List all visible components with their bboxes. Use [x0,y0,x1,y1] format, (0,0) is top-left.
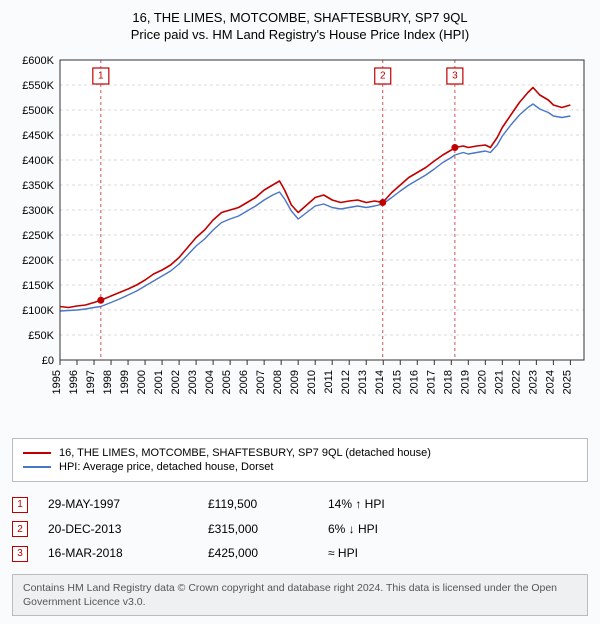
svg-text:2001: 2001 [153,370,165,394]
sale-marker-badge: 3 [12,546,28,562]
svg-text:1999: 1999 [119,370,131,394]
sale-dot-1 [97,297,104,304]
svg-text:2006: 2006 [238,370,250,394]
legend-label: 16, THE LIMES, MOTCOMBE, SHAFTESBURY, SP… [59,447,431,459]
svg-text:£250K: £250K [22,230,54,242]
svg-text:2004: 2004 [204,370,216,394]
sale-price: £425,000 [208,546,328,560]
svg-text:£0: £0 [42,355,54,367]
svg-text:2012: 2012 [340,370,352,394]
svg-text:2010: 2010 [306,370,318,394]
legend: 16, THE LIMES, MOTCOMBE, SHAFTESBURY, SP… [12,438,588,482]
svg-text:1998: 1998 [102,370,114,394]
svg-text:£400K: £400K [22,155,54,167]
svg-text:2022: 2022 [510,370,522,394]
svg-text:2008: 2008 [272,370,284,394]
svg-text:2024: 2024 [544,370,556,394]
sale-price: £315,000 [208,522,328,536]
svg-text:£150K: £150K [22,280,54,292]
svg-text:3: 3 [452,71,458,82]
sales-table: 1 29-MAY-1997£119,50014% ↑ HPI 2 20-DEC-201… [12,492,588,566]
chart-subtitle: Price paid vs. HM Land Registry's House … [8,27,592,42]
svg-text:2017: 2017 [425,370,437,394]
svg-text:2020: 2020 [476,370,488,394]
svg-text:2005: 2005 [221,370,233,394]
sale-delta: ≈ HPI [328,546,448,560]
sale-delta: 14% ↑ HPI [328,497,448,511]
svg-text:1997: 1997 [85,370,97,394]
svg-text:£100K: £100K [22,305,54,317]
sale-marker-badge: 1 [12,497,28,513]
legend-swatch [23,466,51,468]
svg-text:2021: 2021 [493,370,505,394]
sale-delta: 6% ↓ HPI [328,522,448,536]
svg-text:2009: 2009 [289,370,301,394]
attribution-text: Contains HM Land Registry data © Crown c… [12,574,588,616]
svg-text:2016: 2016 [408,370,420,394]
svg-text:£600K: £600K [22,55,54,67]
legend-item: HPI: Average price, detached house, Dors… [23,461,577,473]
svg-text:2003: 2003 [187,370,199,394]
svg-text:2018: 2018 [442,370,454,394]
svg-text:2013: 2013 [357,370,369,394]
sale-date: 20-DEC-2013 [48,522,208,536]
svg-text:£200K: £200K [22,255,54,267]
svg-text:£350K: £350K [22,180,54,192]
svg-text:£450K: £450K [22,130,54,142]
svg-text:2002: 2002 [170,370,182,394]
svg-text:1: 1 [98,71,104,82]
sale-row: 1 29-MAY-1997£119,50014% ↑ HPI [12,492,588,517]
chart-container: £0 £50K £100K £150K £200K £250K £300K £350K £400… [8,50,592,430]
svg-text:1995: 1995 [51,370,63,394]
svg-text:£550K: £550K [22,80,54,92]
svg-text:2025: 2025 [561,370,573,394]
svg-text:£50K: £50K [28,330,54,342]
svg-text:2015: 2015 [391,370,403,394]
sale-date: 16-MAR-2018 [48,546,208,560]
chart-title: 16, THE LIMES, MOTCOMBE, SHAFTESBURY, SP… [8,10,592,25]
svg-text:2007: 2007 [255,370,267,394]
sale-price: £119,500 [208,497,328,511]
sale-dot-3 [451,144,458,151]
price-chart: £0 £50K £100K £150K £200K £250K £300K £350K £400… [8,50,592,430]
svg-text:2019: 2019 [459,370,471,394]
legend-swatch [23,452,51,454]
svg-text:2011: 2011 [323,370,335,394]
svg-text:1996: 1996 [68,370,80,394]
sale-dot-2 [379,199,386,206]
sale-date: 29-MAY-1997 [48,497,208,511]
svg-text:2023: 2023 [527,370,539,394]
svg-text:£300K: £300K [22,205,54,217]
svg-text:2000: 2000 [136,370,148,394]
sale-row: 2 20-DEC-2013£315,0006% ↓ HPI [12,517,588,542]
svg-text:£500K: £500K [22,105,54,117]
legend-label: HPI: Average price, detached house, Dors… [59,461,273,473]
svg-text:2014: 2014 [374,370,386,394]
sale-marker-badge: 2 [12,521,28,537]
sale-row: 3 16-MAR-2018£425,000≈ HPI [12,541,588,566]
svg-text:2: 2 [380,71,386,82]
legend-item: 16, THE LIMES, MOTCOMBE, SHAFTESBURY, SP… [23,447,577,459]
